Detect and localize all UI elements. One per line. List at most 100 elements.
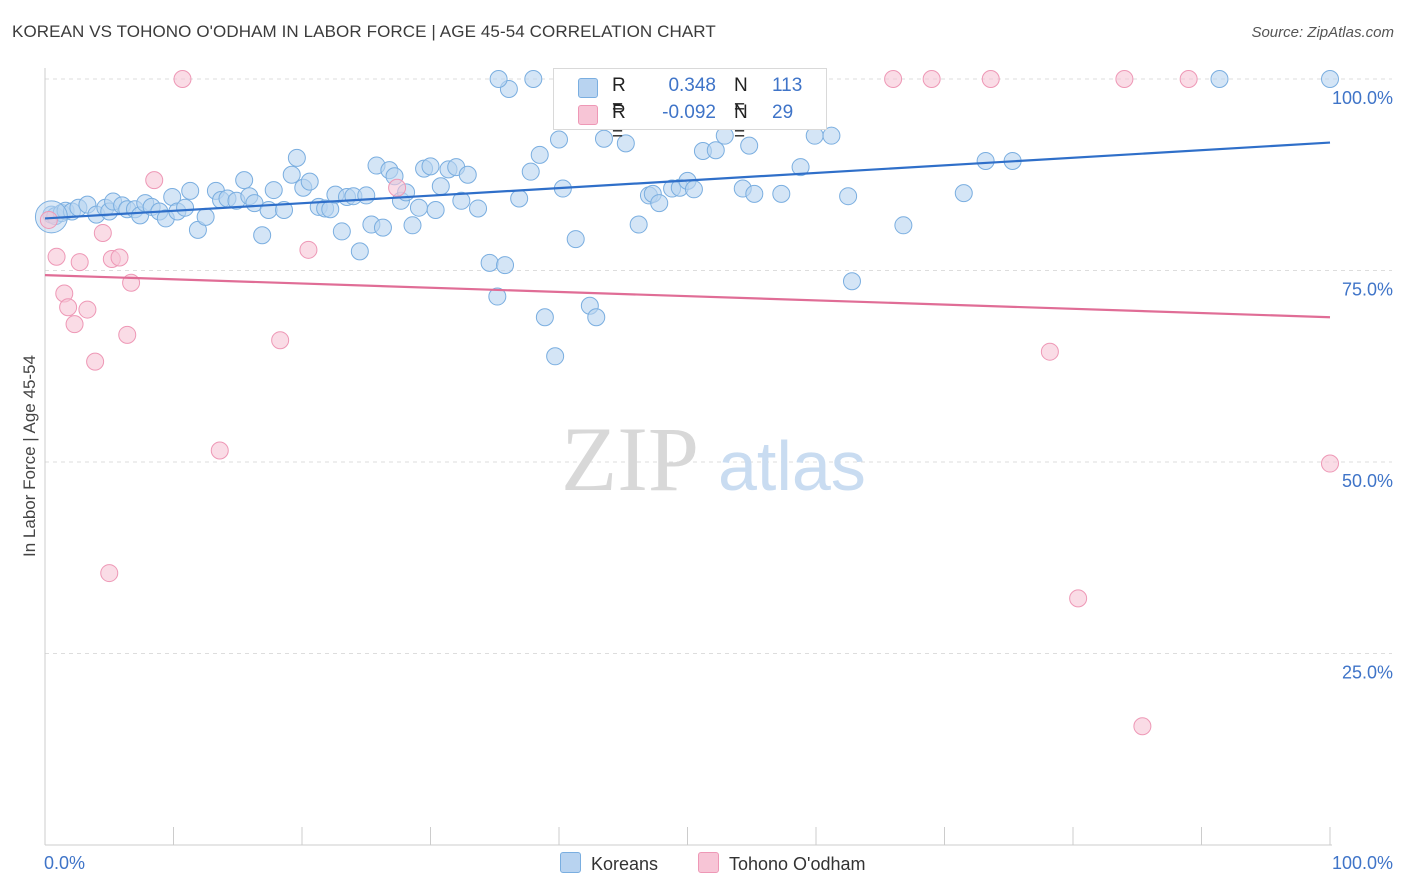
legend-n-label: N = xyxy=(734,75,748,118)
point-korean xyxy=(587,308,606,327)
point-korean xyxy=(264,181,283,200)
point-korean xyxy=(535,308,554,327)
point-korean xyxy=(894,216,913,235)
bottom-legend-tohono: Tohono O'odham xyxy=(698,852,866,875)
point-tohono xyxy=(1179,70,1198,88)
point-korean xyxy=(524,70,543,88)
point-korean xyxy=(176,198,195,217)
bottom-legend-koreans: Koreans xyxy=(560,852,658,875)
watermark-atlas: atlas xyxy=(718,427,866,505)
point-korean xyxy=(282,165,301,184)
point-korean xyxy=(253,226,272,245)
point-korean xyxy=(684,180,703,199)
point-tohono xyxy=(1115,70,1134,88)
point-korean xyxy=(488,287,507,306)
point-korean xyxy=(510,189,529,208)
point-korean xyxy=(530,145,549,164)
trend-line-tohono xyxy=(44,273,1331,319)
bottom-legend-label-koreans: Koreans xyxy=(591,854,659,874)
point-korean xyxy=(650,194,669,213)
point-korean xyxy=(706,141,725,160)
point-tohono xyxy=(1040,342,1059,361)
source-credit: Source: ZipAtlas.com xyxy=(1251,24,1394,41)
point-korean xyxy=(954,184,973,203)
series-tohono xyxy=(39,70,1339,736)
point-korean xyxy=(1210,70,1229,88)
point-korean xyxy=(421,157,440,176)
point-korean xyxy=(409,198,428,217)
legend-r-value: 0.348 xyxy=(668,75,716,96)
legend-swatch-tohono xyxy=(578,105,598,125)
legend-swatch-koreans xyxy=(578,78,598,98)
point-tohono xyxy=(110,248,129,267)
point-tohono xyxy=(388,178,407,197)
legend-r-label: R = xyxy=(612,102,626,145)
legend-r-label: R = xyxy=(612,75,626,118)
legend-n-value: 29 xyxy=(772,102,794,123)
point-tohono xyxy=(271,331,290,350)
y-tick-label: 50.0% xyxy=(1342,471,1393,491)
point-tohono xyxy=(59,298,78,317)
point-korean xyxy=(772,184,791,203)
point-tohono xyxy=(299,240,318,259)
point-korean xyxy=(357,186,376,205)
point-korean xyxy=(426,200,445,219)
point-korean xyxy=(550,130,568,149)
point-tohono xyxy=(86,352,105,371)
point-korean xyxy=(546,347,565,366)
point-tohono xyxy=(173,70,192,88)
x-tick-label-min: 0.0% xyxy=(44,853,85,873)
point-korean xyxy=(287,148,306,167)
bottom-legend-label-tohono: Tohono O'odham xyxy=(729,854,866,874)
legend-n-label: N = xyxy=(734,102,748,145)
point-tohono xyxy=(1321,454,1339,473)
point-tohono xyxy=(100,564,119,583)
point-korean xyxy=(235,171,254,190)
legend: R = 0.348 N = 113 R = -0.092 N = 29 xyxy=(553,68,827,145)
point-tohono xyxy=(981,70,1000,88)
y-tick-label: 75.0% xyxy=(1342,280,1393,300)
point-korean xyxy=(181,181,200,200)
point-tohono xyxy=(65,315,84,334)
point-korean xyxy=(976,151,995,170)
chart-title: KOREAN VS TOHONO O'ODHAM IN LABOR FORCE … xyxy=(12,22,716,41)
legend-r-value: -0.092 xyxy=(662,102,716,123)
point-tohono xyxy=(210,441,229,460)
point-korean xyxy=(196,207,215,226)
point-korean xyxy=(373,218,392,237)
point-korean xyxy=(839,187,858,206)
point-korean xyxy=(469,199,488,218)
point-korean xyxy=(1321,70,1339,88)
point-korean xyxy=(458,165,477,184)
trend-line-koreans xyxy=(44,141,1331,220)
point-korean xyxy=(566,230,585,249)
point-korean xyxy=(521,162,540,181)
point-korean xyxy=(403,216,422,235)
watermark: ZIP atlas xyxy=(561,408,866,510)
point-korean xyxy=(300,172,319,191)
point-korean xyxy=(745,184,764,203)
bottom-legend-swatch-tohono xyxy=(698,852,719,873)
point-tohono xyxy=(884,70,903,88)
x-tick-label-max: 100.0% xyxy=(1332,853,1393,873)
point-tohono xyxy=(922,70,941,88)
point-tohono xyxy=(1133,717,1152,736)
tick-labels: 25.0% 50.0% 75.0% 100.0% 0.0% 100.0% xyxy=(44,88,1393,873)
point-korean xyxy=(594,129,613,148)
point-korean xyxy=(842,272,861,291)
y-tick-label: 25.0% xyxy=(1342,663,1393,683)
point-korean xyxy=(480,253,499,272)
point-korean xyxy=(496,256,515,275)
point-korean xyxy=(350,242,369,261)
point-tohono xyxy=(145,171,164,190)
point-korean xyxy=(822,126,841,145)
legend-n-value: 113 xyxy=(772,75,803,96)
point-tohono xyxy=(118,325,137,344)
axes xyxy=(44,68,1332,846)
point-tohono xyxy=(78,300,97,319)
point-korean xyxy=(275,200,294,219)
point-tohono xyxy=(70,253,89,272)
point-tohono xyxy=(47,247,66,266)
trend-lines xyxy=(44,141,1331,319)
